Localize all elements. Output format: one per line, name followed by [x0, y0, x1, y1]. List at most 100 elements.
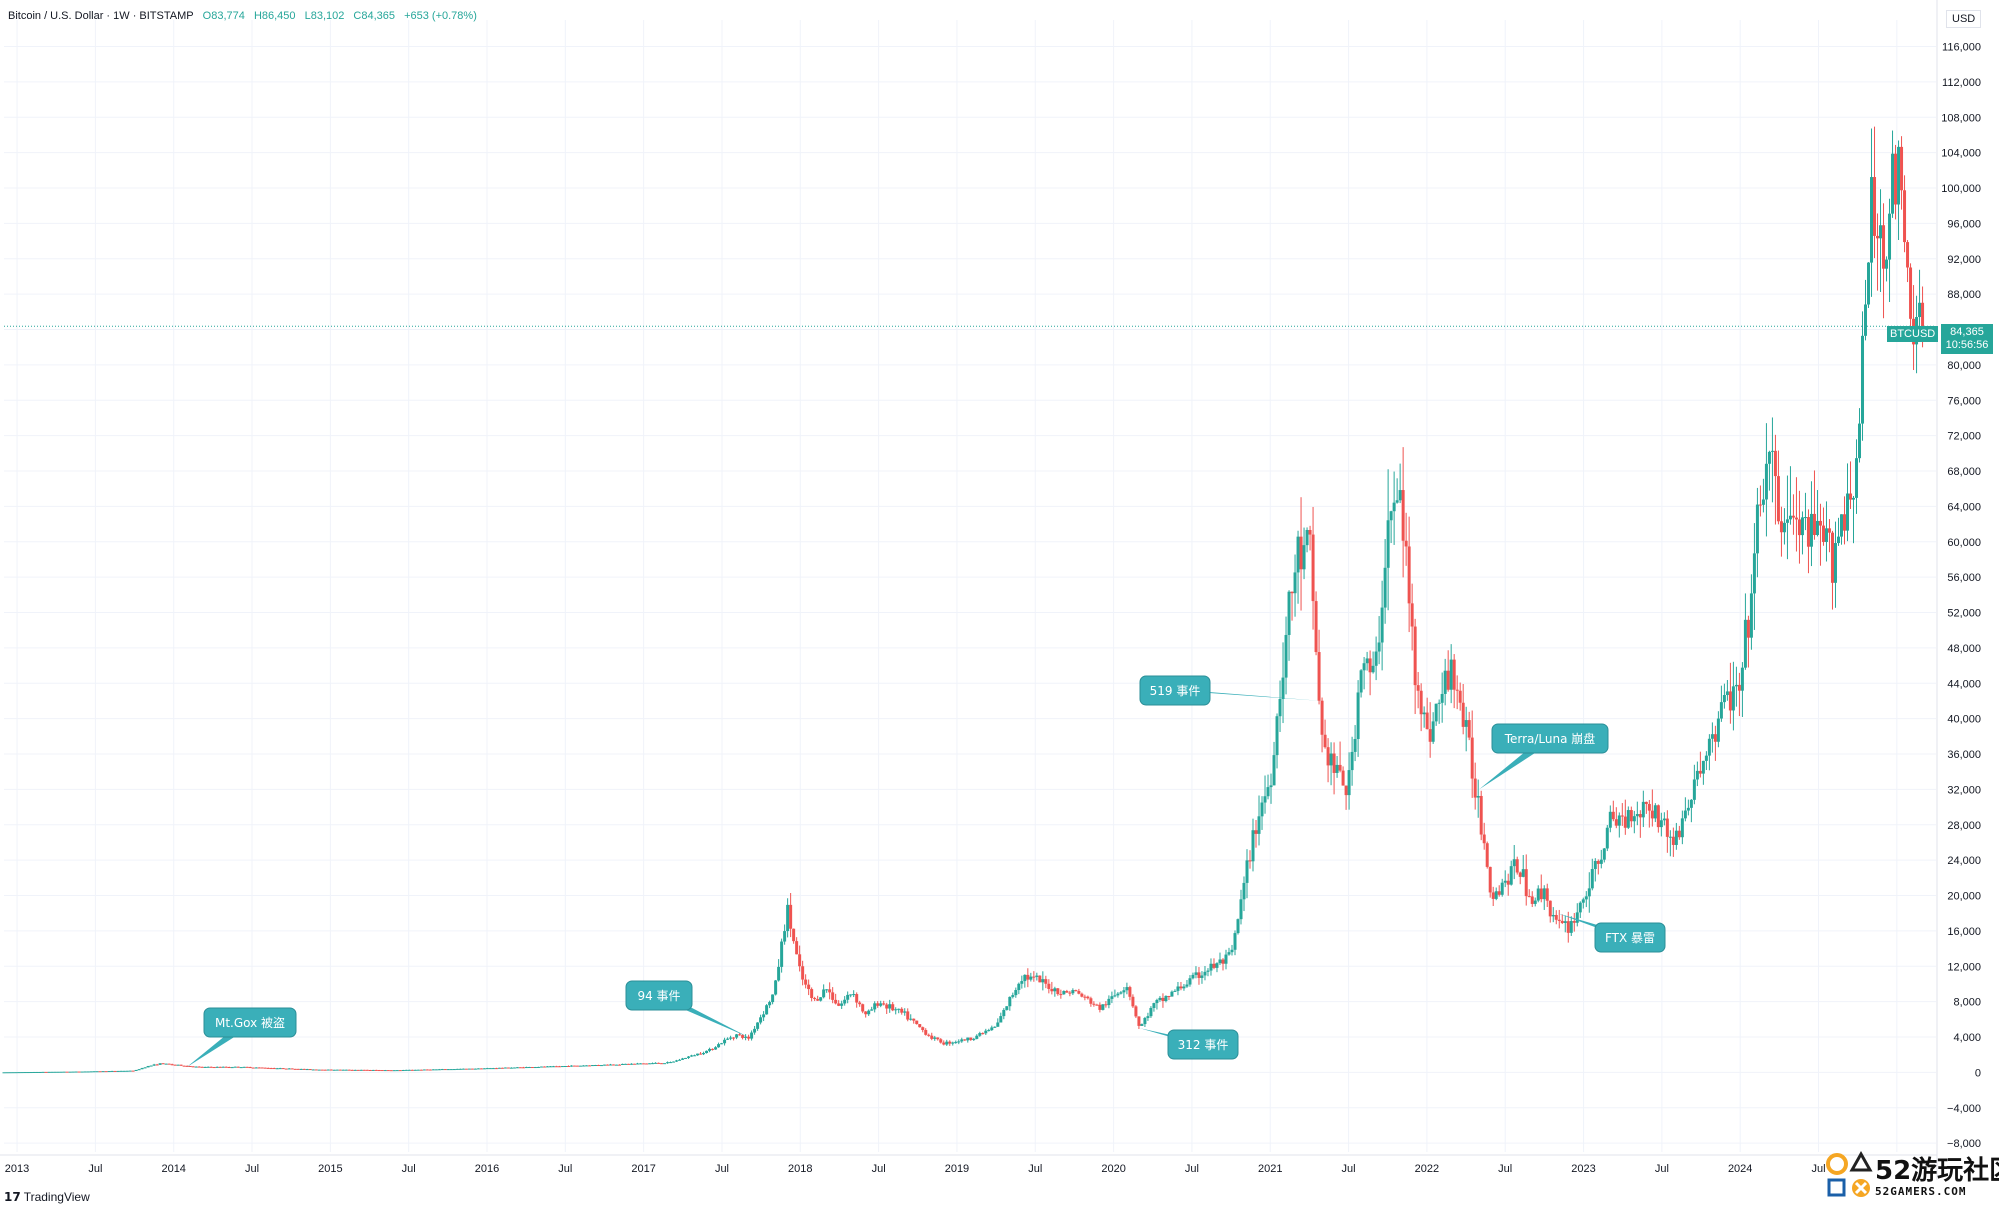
candle-body: [1119, 992, 1123, 994]
candle-body: [987, 1030, 991, 1032]
candle-body: [759, 1017, 763, 1023]
candle-body: [834, 999, 838, 1004]
candle-body: [608, 1064, 612, 1066]
candle-body: [188, 1065, 192, 1067]
candle-body: [1800, 517, 1804, 536]
candle-body: [1848, 493, 1852, 500]
candle-body: [639, 1063, 643, 1065]
candle-body: [1008, 996, 1012, 1007]
candle-body: [1719, 702, 1723, 719]
time-tick-label: 2018: [788, 1163, 812, 1175]
candle-body: [1242, 882, 1246, 900]
candle-body: [831, 992, 835, 1000]
tradingview-watermark[interactable]: 17 TradingView: [4, 1190, 90, 1204]
candle-body: [1623, 816, 1627, 828]
candle-body: [329, 1069, 333, 1071]
currency-button[interactable]: USD: [1946, 10, 1982, 28]
candle-body: [92, 1071, 96, 1073]
candle-body: [1185, 984, 1189, 987]
candle-body: [1296, 536, 1300, 573]
candle-body: [666, 1062, 670, 1064]
candle-body: [1212, 963, 1216, 968]
candle-body: [1479, 795, 1483, 835]
price-tick-label: 12,000: [1947, 961, 1981, 973]
candle-body: [1638, 814, 1642, 818]
candle-body: [1428, 729, 1432, 742]
candle-body: [1563, 921, 1567, 923]
candle-body: [1891, 153, 1895, 214]
candle-body: [630, 1063, 634, 1065]
candle-body: [1416, 685, 1420, 691]
candle-body: [642, 1063, 646, 1065]
candle-body: [512, 1067, 516, 1069]
candle-body: [125, 1070, 129, 1072]
candle-body: [74, 1071, 78, 1073]
callout-box: [625, 980, 693, 1011]
price-tick-label: −8,000: [1947, 1138, 1981, 1150]
candle-body: [843, 999, 847, 1004]
callout-label: 94 事件: [637, 989, 680, 1003]
candle-body: [1377, 642, 1381, 652]
candle-body: [221, 1066, 225, 1068]
candle-body: [287, 1068, 291, 1070]
candle-body: [77, 1071, 81, 1073]
candle-body: [972, 1038, 976, 1040]
candle-body: [1764, 463, 1768, 500]
candle-body: [660, 1063, 664, 1065]
candle-body: [1353, 739, 1357, 752]
high-value: H86,450: [253, 10, 296, 22]
candle-body: [584, 1065, 588, 1067]
candle-body: [1116, 993, 1120, 996]
callout-label: Terra/Luna 崩盘: [1504, 731, 1596, 746]
candle-body: [1068, 992, 1072, 994]
candle-body: [1701, 760, 1705, 774]
candle-body: [1855, 458, 1859, 498]
candle-body: [681, 1058, 685, 1060]
candle-body: [1512, 859, 1516, 867]
candle-body: [1870, 177, 1874, 263]
candle-body: [846, 994, 850, 1000]
callout-label: 312 事件: [1178, 1038, 1229, 1052]
candle-body: [1407, 546, 1411, 604]
candle-body: [173, 1064, 177, 1066]
candle-body: [1215, 963, 1219, 968]
candle-body: [464, 1068, 468, 1070]
candle-body: [1062, 991, 1066, 995]
candle-body: [275, 1068, 279, 1070]
candle-body: [80, 1071, 84, 1073]
price-tick-label: 60,000: [1947, 537, 1981, 549]
candle-body: [1188, 978, 1192, 985]
candle-body: [702, 1053, 706, 1055]
time-tick-label: 2020: [1101, 1163, 1125, 1175]
symbol-legend: Bitcoin / U.S. Dollar · 1W · BITSTAMP O8…: [8, 10, 483, 22]
candle-body: [467, 1068, 471, 1070]
candle-body: [17, 1072, 21, 1074]
candle-body: [443, 1069, 447, 1071]
candle-body: [1365, 658, 1369, 664]
candle-body: [38, 1071, 42, 1073]
candle-body: [389, 1070, 393, 1072]
candle-body: [1873, 177, 1877, 236]
price-tick-label: 68,000: [1947, 466, 1981, 478]
candle-body: [257, 1067, 261, 1069]
candle-body: [930, 1035, 934, 1039]
candle-body: [1266, 787, 1270, 797]
candle-body: [230, 1067, 234, 1069]
change-value: +653 (+0.78%): [404, 10, 477, 22]
callout-box: [1491, 723, 1609, 754]
candle-body: [1080, 993, 1084, 997]
candle-body: [870, 1009, 874, 1011]
candle-body: [696, 1053, 700, 1056]
candle-body: [663, 1063, 667, 1065]
symbol-price-tag: BTCUSD: [1887, 326, 1939, 342]
candle-body: [356, 1069, 360, 1071]
candle-body: [185, 1065, 189, 1067]
candle-body: [419, 1069, 423, 1071]
candle-body: [684, 1057, 688, 1059]
price-tick-label: 56,000: [1947, 572, 1981, 584]
candle-body: [23, 1072, 27, 1074]
candle-body: [1455, 689, 1459, 691]
candle-body: [1921, 302, 1925, 336]
candle-body: [1323, 734, 1327, 748]
